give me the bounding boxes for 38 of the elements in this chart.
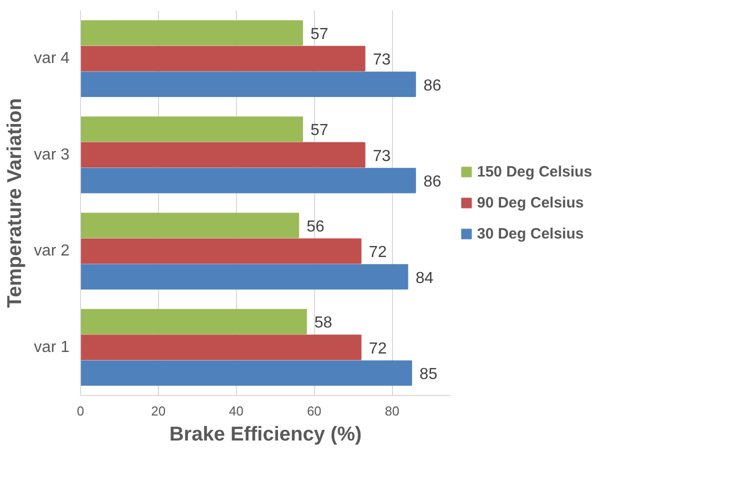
- bar: [80, 72, 416, 97]
- bar: [80, 238, 362, 264]
- legend-label: 150 Deg Celsius: [477, 163, 592, 180]
- data-label: 58: [314, 314, 332, 332]
- data-label: 72: [368, 244, 387, 262]
- y-tick-label: var 4: [34, 50, 70, 68]
- x-tick-label: 80: [384, 404, 400, 418]
- bar: [80, 142, 366, 168]
- bar: [80, 264, 408, 290]
- legend-label: 30 Deg Celsius: [477, 225, 584, 242]
- x-tick-label: 0: [76, 404, 84, 418]
- data-label: 84: [416, 270, 434, 287]
- bar: [80, 212, 300, 238]
- data-label: 72: [368, 340, 387, 358]
- bar: [80, 360, 412, 386]
- data-label: 57: [310, 26, 328, 43]
- x-tick-label: 60: [306, 404, 322, 418]
- bar: [80, 334, 362, 360]
- data-label: 73: [372, 148, 391, 165]
- x-tick-label: 20: [151, 404, 166, 418]
- data-label: 57: [310, 122, 328, 140]
- data-label: 86: [423, 77, 442, 94]
- data-label: 86: [423, 174, 442, 191]
- data-label: 73: [372, 52, 391, 69]
- x-tick-label: 40: [229, 404, 244, 418]
- y-tick-label: var 2: [34, 242, 70, 260]
- data-label: 56: [306, 218, 325, 236]
- bar: [80, 309, 307, 334]
- y-axis-title: Temperature Variation: [4, 98, 26, 308]
- bar: [80, 20, 303, 46]
- data-label: 85: [420, 366, 438, 384]
- bar: [80, 116, 303, 142]
- bar: [80, 46, 366, 72]
- legend-label: 90 Deg Celsius: [477, 194, 584, 211]
- y-tick-label: var 1: [34, 338, 70, 356]
- x-axis-title: Brake Efficiency (%): [169, 424, 362, 446]
- bar: [80, 168, 416, 194]
- y-tick-label: var 3: [34, 146, 70, 164]
